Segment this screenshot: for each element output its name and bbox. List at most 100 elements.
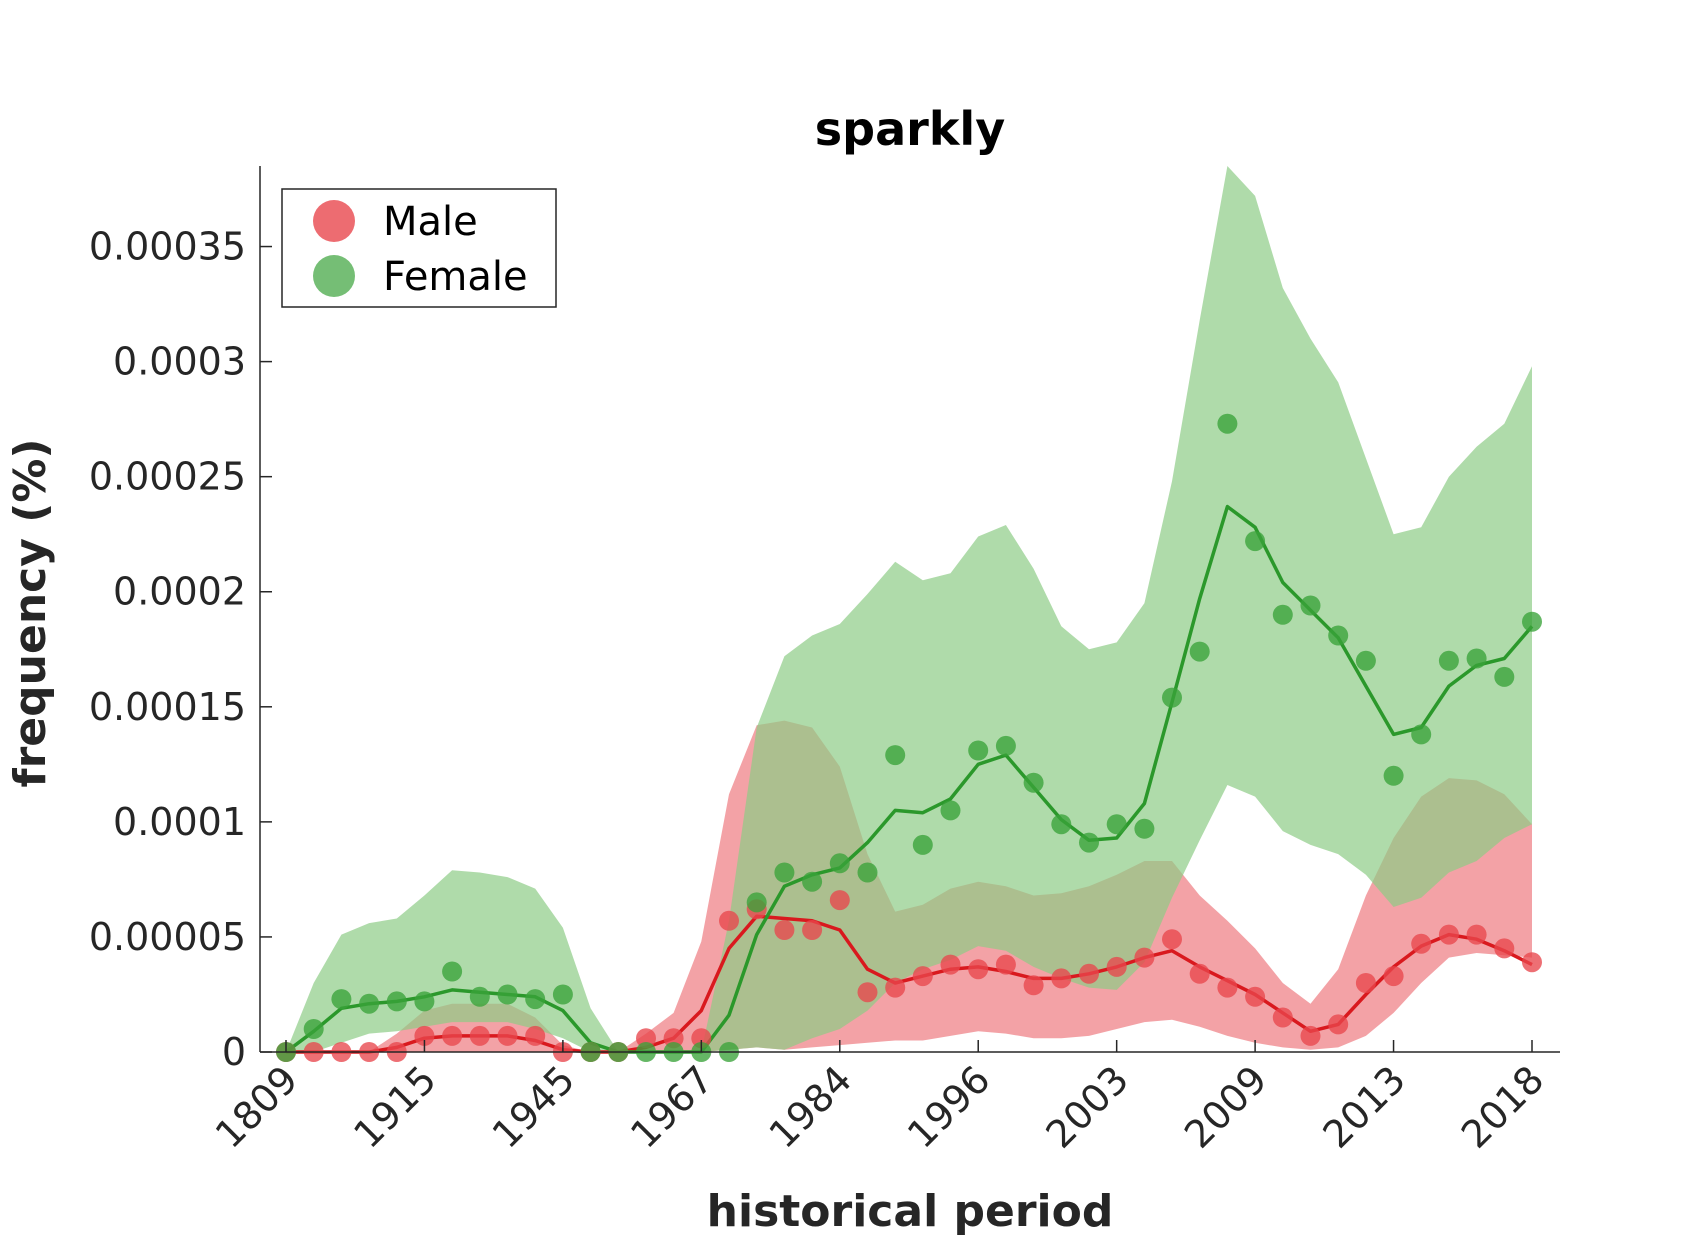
point-male [1300,1025,1321,1046]
band-male [286,720,1532,1052]
point-female [469,986,490,1007]
point-male [1106,956,1127,977]
point-female [1438,650,1459,671]
point-female [1383,765,1404,786]
point-male [912,966,933,987]
point-female [1051,814,1072,835]
point-female [829,853,850,874]
point-female [857,862,878,883]
point-female [1466,648,1487,669]
point-female [1106,814,1127,835]
point-female [442,961,463,982]
point-male [995,954,1016,975]
point-female [1300,595,1321,616]
y-tick-label: 0.0002 [113,570,246,614]
x-tick-label: 2003 [1038,1057,1138,1157]
point-male [1438,924,1459,945]
point-male [1383,966,1404,987]
point-female [1217,413,1238,434]
point-male [1411,933,1432,954]
x-axis-label: historical period [707,1186,1114,1237]
point-female [552,984,573,1005]
point-female [912,834,933,855]
point-female [1134,818,1155,839]
point-male [1162,929,1182,950]
point-male [1134,947,1155,968]
point-male [414,1025,435,1046]
point-female [1245,531,1266,552]
point-male [1023,975,1044,996]
point-male [774,920,795,940]
point-female [885,745,906,766]
confidence-bands [286,166,1532,1052]
point-male [1079,963,1099,984]
point-female [359,993,380,1014]
point-male [497,1025,518,1046]
point-male [719,910,739,931]
y-tick-label: 0.0003 [113,340,246,384]
point-female [1189,641,1210,662]
point-female [1328,625,1349,646]
point-female [525,989,546,1010]
y-axis-label: frequency (%) [5,438,56,787]
legend-label-female: Female [383,254,528,300]
legend: Male Female [281,188,557,308]
point-male [525,1025,546,1046]
point-male [968,959,989,980]
legend-marker-male [313,200,355,242]
point-male [1355,973,1376,993]
point-male [1522,952,1542,973]
trend-lines [284,504,1534,1054]
point-female [1494,666,1515,687]
point-male [1245,986,1266,1007]
point-female [386,991,407,1012]
legend-label-male: Male [383,199,478,245]
y-tick-label: 0.00015 [89,685,246,729]
point-male [940,954,961,975]
point-male [802,920,823,940]
trend-line-male [286,914,1533,1054]
data-points [276,413,1542,1062]
point-female [1522,611,1542,632]
point-female [774,862,795,883]
point-male [469,1025,490,1046]
point-female [331,989,352,1010]
point-male [1272,1007,1293,1028]
legend-marker-female [313,255,355,297]
y-tick-label: 0.00025 [89,455,246,499]
point-female [1355,650,1376,671]
point-female [802,871,823,892]
chart-title: sparkly [815,102,1005,156]
band-female [286,166,1532,1052]
x-tick-label: 1984 [761,1057,861,1157]
y-tick-label: 0.0001 [113,800,246,844]
point-female [995,735,1016,756]
point-male [829,890,850,911]
point-female [1272,604,1293,625]
point-female [968,740,989,761]
point-male [442,1025,463,1046]
point-female [1079,832,1099,853]
y-tick-label: 0.00035 [89,225,246,269]
point-female [1162,687,1182,708]
point-male [1328,1014,1349,1035]
x-tick-label: 1967 [622,1057,722,1157]
point-male [885,977,906,998]
x-tick-label: 1996 [899,1057,999,1157]
point-female [1023,772,1044,793]
point-male [691,1028,712,1049]
trend-line-female [284,504,1534,1054]
y-tick-label: 0.00005 [89,915,246,959]
x-tick-label: 1915 [345,1057,445,1157]
point-male [1466,924,1487,945]
point-male [663,1028,684,1049]
point-female [414,991,435,1012]
x-tick-label: 2013 [1314,1057,1414,1157]
point-male [857,982,878,1003]
point-female [303,1019,324,1039]
x-tick-label: 2018 [1453,1057,1553,1157]
x-tick-label: 1945 [484,1057,584,1157]
point-female [1411,724,1432,745]
point-male [1494,938,1515,959]
